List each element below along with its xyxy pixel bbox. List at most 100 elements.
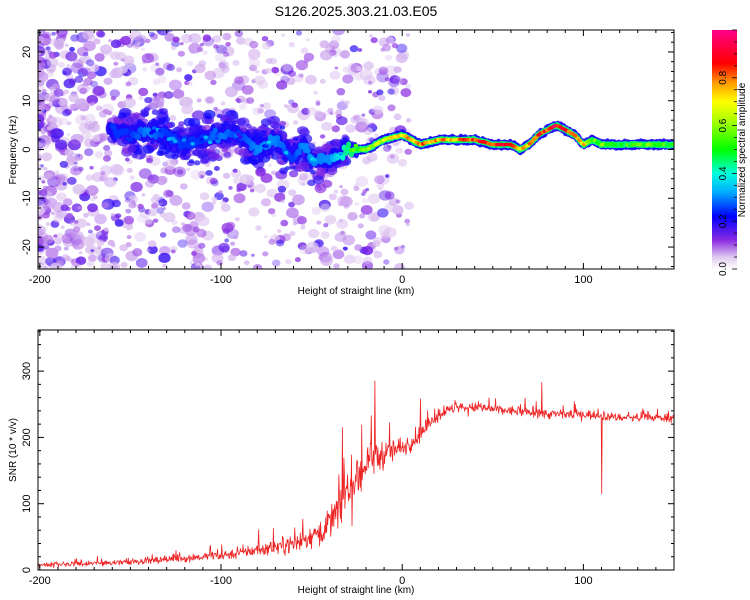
noise-blob (239, 250, 248, 257)
noise-blob (232, 59, 240, 66)
noise-blob (324, 215, 337, 225)
noise-blob (320, 255, 333, 267)
noise-blob (339, 230, 346, 236)
noise-blob (404, 83, 412, 90)
noise-blob (222, 228, 230, 235)
noise-blob (235, 98, 241, 102)
noise-blob (379, 66, 385, 71)
noise-blob (100, 262, 111, 269)
ridge-core (323, 157, 328, 161)
noise-blob (359, 213, 366, 219)
noise-blob (287, 103, 299, 114)
noise-blob (106, 110, 113, 115)
noise-blob (332, 30, 345, 36)
noise-blob (87, 122, 101, 133)
noise-blob (232, 168, 238, 173)
noise-blob (378, 224, 391, 235)
noise-blob (382, 43, 392, 52)
ridge-mid (305, 147, 311, 154)
noise-blob (125, 157, 130, 162)
ridge-halo (176, 124, 184, 131)
noise-blob (88, 254, 97, 262)
noise-blob (98, 133, 109, 141)
noise-blob (86, 222, 91, 227)
noise-blob (82, 30, 94, 40)
noise-blob (354, 72, 364, 81)
noise-blob (276, 80, 288, 90)
noise-blob (301, 224, 306, 227)
noise-blob (239, 174, 253, 185)
noise-blob (87, 203, 98, 213)
noise-blob (184, 80, 190, 86)
noise-blob (128, 195, 139, 204)
noise-blob (42, 234, 54, 244)
noise-blob (373, 250, 383, 259)
y-tick-label: -20 (21, 239, 33, 255)
noise-blob (145, 179, 155, 188)
noise-blob (123, 97, 136, 109)
noise-blob (336, 88, 346, 96)
noise-blob (218, 242, 230, 253)
noise-blob (63, 89, 69, 95)
noise-blob (130, 181, 143, 193)
noise-blob (140, 47, 145, 51)
noise-blob (368, 90, 372, 94)
noise-blob (249, 64, 258, 72)
noise-blob (168, 79, 182, 91)
noise-blob (125, 208, 132, 214)
noise-blob (167, 30, 173, 33)
noise-blob (133, 43, 140, 49)
noise-blob (83, 77, 93, 86)
noise-blob (285, 259, 292, 265)
noise-blob (71, 238, 85, 250)
colorbar-gradient (712, 30, 737, 269)
noise-blob (180, 222, 186, 226)
colorbar-title: Normalized spectral amplitude (737, 82, 748, 217)
noise-blob (40, 164, 45, 168)
noise-blob (230, 247, 241, 257)
noise-blob (61, 254, 70, 261)
noise-blob (299, 245, 311, 255)
noise-blob (152, 193, 160, 201)
ridge-halo (142, 144, 155, 154)
noise-blob (159, 245, 171, 256)
noise-blob (171, 219, 178, 226)
x-tick-label: -100 (210, 575, 232, 587)
noise-blob (389, 154, 395, 159)
noise-blob (192, 253, 205, 264)
noise-blob (66, 64, 71, 68)
noise-blob (387, 88, 395, 95)
ridge-mid (346, 141, 352, 148)
noise-blob (70, 34, 80, 42)
noise-blob (90, 196, 96, 202)
ridge-core (199, 138, 204, 142)
noise-blob (288, 189, 297, 197)
noise-blob (294, 257, 301, 263)
noise-blob (368, 80, 373, 85)
noise-blob (216, 44, 228, 54)
ridge-core (266, 140, 271, 144)
noise-blob (75, 256, 87, 266)
ridge-core (129, 133, 135, 137)
noise-blob (233, 235, 239, 240)
noise-blob (73, 220, 79, 224)
noise-blob (169, 115, 177, 121)
noise-blob (199, 43, 204, 47)
noise-blob (50, 128, 64, 139)
noise-blob (55, 139, 68, 150)
noise-blob (204, 70, 217, 81)
noise-blob (83, 212, 89, 218)
noise-blob (393, 113, 402, 121)
noise-blob (340, 188, 349, 196)
noise-blob (292, 215, 304, 225)
noise-blob (404, 201, 414, 210)
noise-blob (178, 96, 188, 105)
ridge-mid (135, 133, 141, 140)
noise-blob (147, 240, 157, 248)
ridge-halo (183, 117, 195, 127)
noise-blob (38, 223, 43, 231)
noise-blob (220, 101, 226, 106)
noise-blob (138, 87, 149, 97)
noise-blob (342, 74, 354, 84)
